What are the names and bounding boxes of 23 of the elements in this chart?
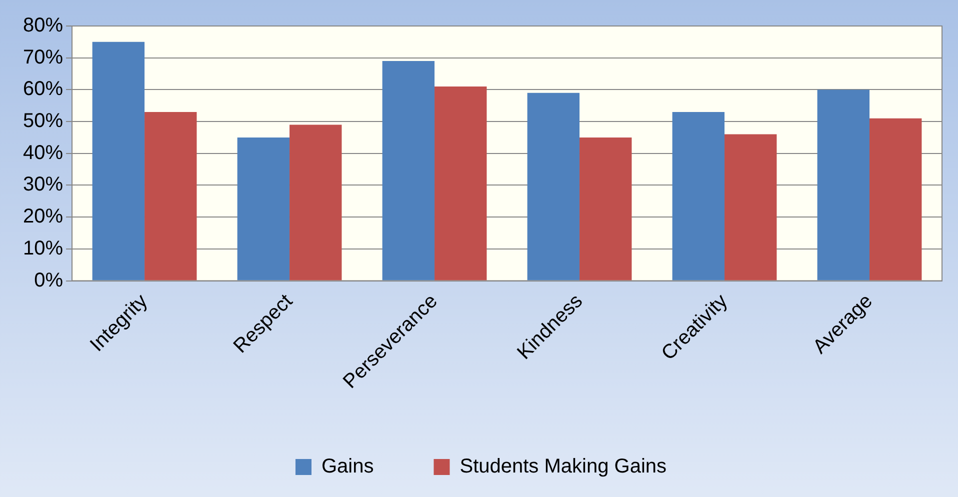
bar [92,42,145,280]
y-tick-label: 10% [23,237,64,260]
legend-label: Gains [321,456,374,478]
y-tick-label: 0% [34,269,64,292]
y-tick-label: 20% [23,206,64,228]
bar [870,118,922,280]
y-tick-label: 30% [23,174,64,196]
y-tick-label: 50% [23,110,64,132]
y-tick-label: 60% [23,78,64,100]
bar [382,61,435,280]
bar [580,137,632,280]
y-tick-label: 80% [23,14,64,37]
bar [290,124,342,280]
bar [434,86,487,280]
y-tick-label: 40% [23,142,64,164]
bar [527,92,580,280]
bar [672,112,725,280]
bar [237,137,290,280]
bar [817,90,870,280]
bar [144,112,197,280]
legend-label: Students Making Gains [460,456,667,478]
bar [724,134,777,280]
y-tick-label: 70% [23,46,64,68]
